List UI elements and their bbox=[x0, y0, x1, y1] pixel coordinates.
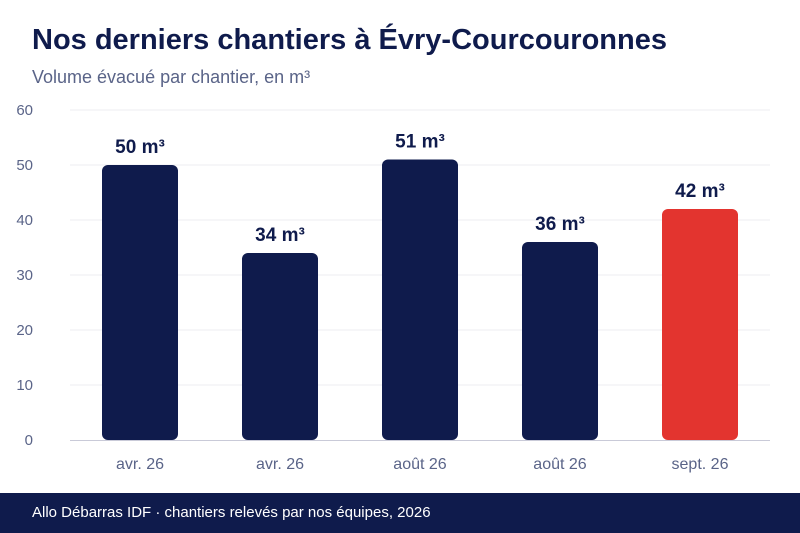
y-axis-ticks: 0 10 20 30 40 50 60 bbox=[16, 102, 33, 449]
bar-value-label: 36 m³ bbox=[535, 214, 585, 235]
x-tick-label: avr. 26 bbox=[256, 456, 304, 473]
x-tick-label: août 26 bbox=[533, 456, 586, 473]
footer-source: Allo Débarras IDF · chantiers relevés pa… bbox=[32, 504, 431, 521]
bar bbox=[522, 242, 598, 440]
y-tick-label: 60 bbox=[16, 102, 33, 119]
bar bbox=[662, 209, 738, 440]
y-tick-label: 10 bbox=[16, 377, 33, 394]
bar bbox=[382, 159, 458, 440]
y-tick-label: 30 bbox=[16, 267, 33, 284]
y-tick-label: 40 bbox=[16, 212, 33, 229]
y-tick-label: 0 bbox=[25, 432, 33, 449]
bar-value-label: 50 m³ bbox=[115, 137, 165, 158]
x-tick-label: août 26 bbox=[393, 456, 446, 473]
x-tick-label: sept. 26 bbox=[672, 456, 729, 473]
bar-value-label: 34 m³ bbox=[255, 225, 305, 246]
chart-subtitle: Volume évacué par chantier, en m³ bbox=[32, 67, 311, 87]
bar bbox=[242, 253, 318, 440]
x-axis-ticks: avr. 26 avr. 26 août 26 août 26 sept. 26 bbox=[116, 456, 729, 473]
bar bbox=[102, 165, 178, 440]
bars bbox=[102, 159, 738, 440]
y-tick-label: 20 bbox=[16, 322, 33, 339]
footer-bar: Allo Débarras IDF · chantiers relevés pa… bbox=[0, 493, 800, 533]
value-labels: 50 m³ 34 m³ 51 m³ 36 m³ 42 m³ bbox=[115, 132, 725, 247]
chart-title: Nos derniers chantiers à Évry-Courcouron… bbox=[32, 24, 667, 56]
bar-value-label: 42 m³ bbox=[675, 181, 725, 202]
x-tick-label: avr. 26 bbox=[116, 456, 164, 473]
bar-value-label: 51 m³ bbox=[395, 132, 445, 153]
y-tick-label: 50 bbox=[16, 157, 33, 174]
